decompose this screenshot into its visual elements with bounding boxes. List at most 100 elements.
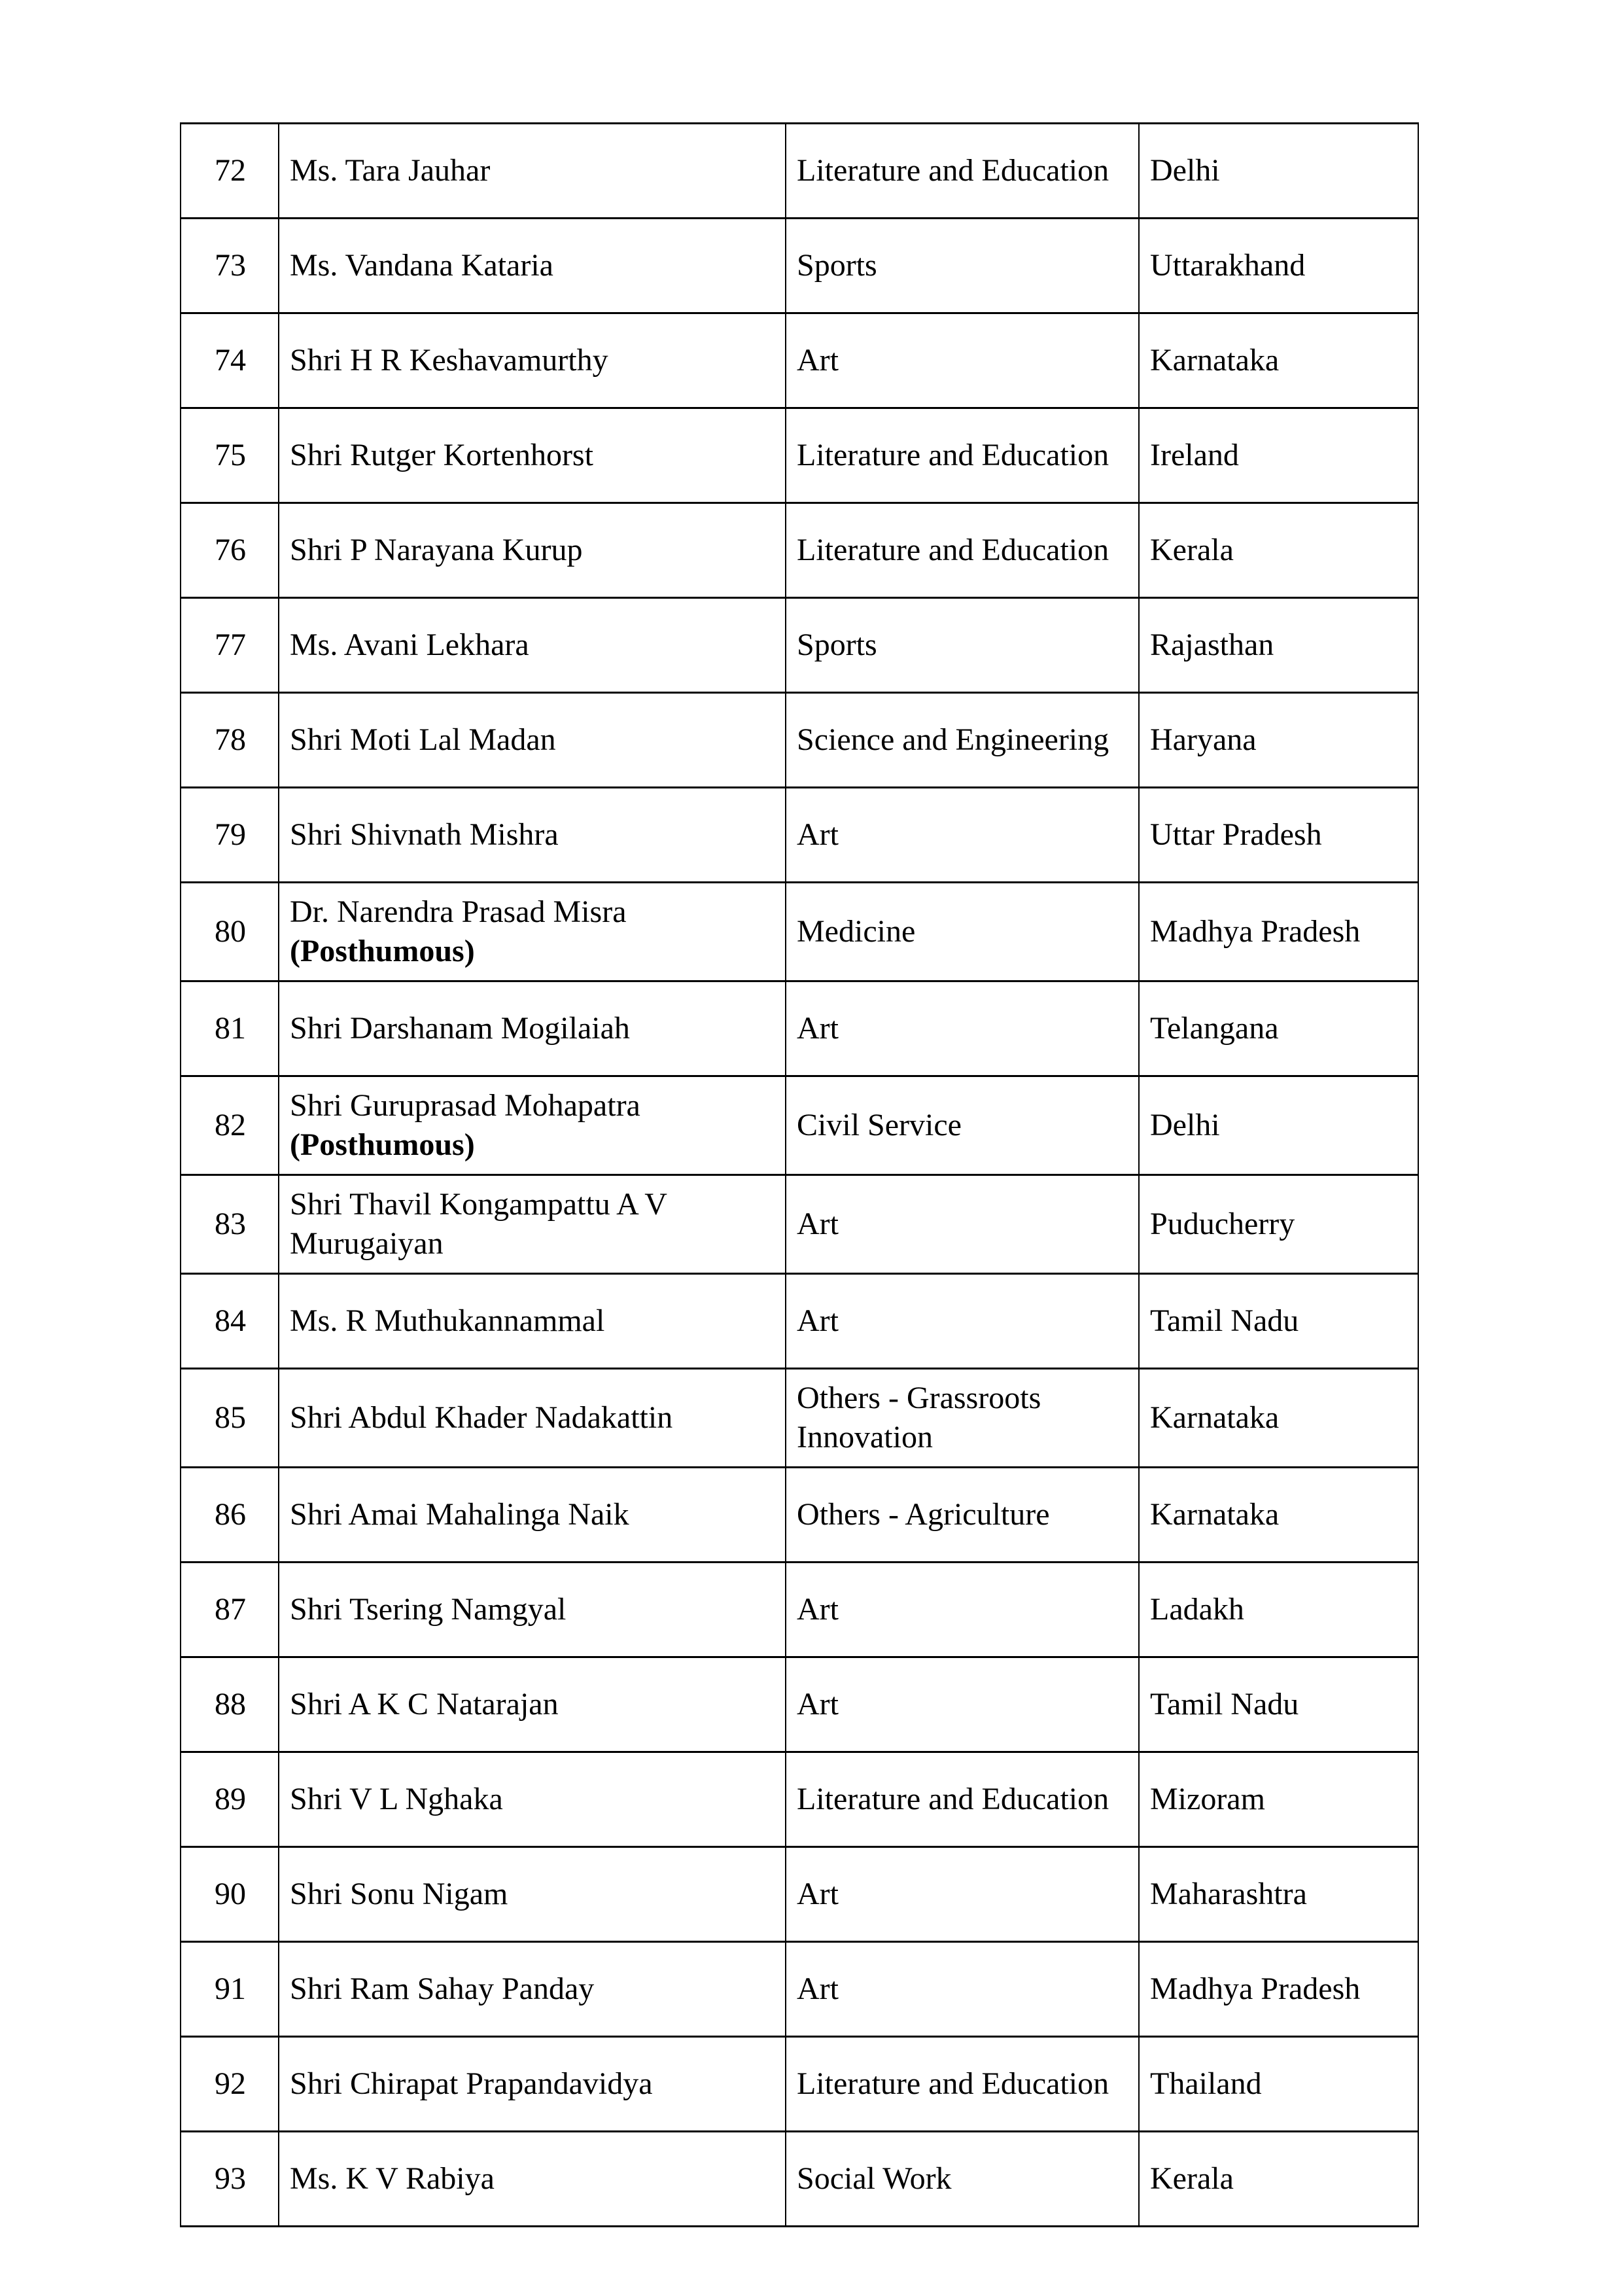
serial-number-cell: 73 (180, 217, 279, 314)
field-cell: Art (785, 1273, 1140, 1369)
table-row: 80 Dr. Narendra Prasad Misra (Posthumous) M… (180, 881, 1419, 982)
awardee-name: Ms. K V Rabiya (290, 2161, 495, 2196)
serial-number-cell: 79 (180, 786, 279, 883)
state-cell: Madhya Pradesh (1138, 881, 1419, 982)
posthumous-label: (Posthumous) (290, 934, 475, 968)
serial-number-cell: 83 (180, 1174, 279, 1275)
state-cell: Rajasthan (1138, 597, 1419, 694)
state-cell: Delhi (1138, 1075, 1419, 1176)
table-row: 85 Shri Abdul Khader Nadakattin Others - G… (180, 1368, 1419, 1468)
field-cell: Art (785, 1846, 1140, 1943)
awardee-name: Shri Amai Mahalinga Naik (290, 1497, 629, 1532)
field-cell: Art (785, 980, 1140, 1077)
table-row: 90 Shri Sonu Nigam Art Maharashtra (180, 1846, 1419, 1943)
awardee-name-cell: Shri A K C Natarajan (278, 1656, 786, 1753)
awardee-name-cell: Shri Amai Mahalinga Naik (278, 1466, 786, 1563)
awardee-name: Shri Rutger Kortenhorst (290, 438, 593, 472)
state-cell: Puducherry (1138, 1174, 1419, 1275)
awardee-name-cell: Ms. Vandana Kataria (278, 217, 786, 314)
state-cell: Haryana (1138, 692, 1419, 788)
serial-number-cell: 80 (180, 881, 279, 982)
serial-number-cell: 81 (180, 980, 279, 1077)
field-cell: Literature and Education (785, 502, 1140, 599)
state-cell: Thailand (1138, 2036, 1419, 2132)
awardee-name: Shri Sonu Nigam (290, 1877, 508, 1911)
awardee-name-cell: Ms. K V Rabiya (278, 2130, 786, 2227)
field-cell: Literature and Education (785, 1751, 1140, 1848)
awardee-name-cell: Ms. Tara Jauhar (278, 122, 786, 219)
serial-number-cell: 87 (180, 1561, 279, 1658)
awardee-name: Ms. Avani Lekhara (290, 627, 529, 662)
awardee-name: Shri P Narayana Kurup (290, 533, 583, 567)
state-cell: Karnataka (1138, 1368, 1419, 1468)
awardee-name-cell: Shri Thavil Kongampattu A V Murugaiyan (278, 1174, 786, 1275)
field-cell: Science and Engineering (785, 692, 1140, 788)
awardee-name: Shri Ram Sahay Panday (290, 1971, 595, 2006)
awardee-name-cell: Ms. Avani Lekhara (278, 597, 786, 694)
table-row: 74 Shri H R Keshavamurthy Art Karnataka (180, 312, 1419, 409)
awardee-name: Shri Abdul Khader Nadakattin (290, 1400, 673, 1435)
awardee-name: Shri Thavil Kongampattu A V Murugaiyan (290, 1187, 667, 1261)
field-cell: Literature and Education (785, 122, 1140, 219)
serial-number-cell: 86 (180, 1466, 279, 1563)
table-row: 91 Shri Ram Sahay Panday Art Madhya Pradesh (180, 1941, 1419, 2038)
serial-number-cell: 76 (180, 502, 279, 599)
awardee-name-cell: Shri Abdul Khader Nadakattin (278, 1368, 786, 1468)
field-cell: Others - Agriculture (785, 1466, 1140, 1563)
field-cell: Art (785, 1941, 1140, 2038)
serial-number-cell: 89 (180, 1751, 279, 1848)
serial-number-cell: 72 (180, 122, 279, 219)
table-row: 72 Ms. Tara Jauhar Literature and Educatio… (180, 122, 1419, 219)
field-cell: Medicine (785, 881, 1140, 982)
table-row: 83 Shri Thavil Kongampattu A V Murugaiyan… (180, 1174, 1419, 1275)
state-cell: Uttar Pradesh (1138, 786, 1419, 883)
awardee-name-cell: Shri Guruprasad Mohapatra (Posthumous) (278, 1075, 786, 1176)
awardee-name-cell: Shri Chirapat Prapandavidya (278, 2036, 786, 2132)
awardees-table: 72 Ms. Tara Jauhar Literature and Educatio… (180, 122, 1419, 2227)
table-row: 89 Shri V L Nghaka Literature and Educatio… (180, 1751, 1419, 1848)
awardee-name-cell: Shri Tsering Namgyal (278, 1561, 786, 1658)
awardee-name-cell: Ms. R Muthukannammal (278, 1273, 786, 1369)
state-cell: Tamil Nadu (1138, 1273, 1419, 1369)
table-row: 79 Shri Shivnath Mishra Art Uttar Pradesh (180, 786, 1419, 883)
state-cell: Karnataka (1138, 312, 1419, 409)
awardee-name: Shri Chirapat Prapandavidya (290, 2066, 653, 2101)
awardee-name-cell: Dr. Narendra Prasad Misra (Posthumous) (278, 881, 786, 982)
serial-number-cell: 78 (180, 692, 279, 788)
table-row: 73 Ms. Vandana Kataria Sports Uttarakhand (180, 217, 1419, 314)
state-cell: Kerala (1138, 502, 1419, 599)
awardee-name-cell: Shri V L Nghaka (278, 1751, 786, 1848)
field-cell: Art (785, 786, 1140, 883)
serial-number-cell: 88 (180, 1656, 279, 1753)
awardee-name: Shri Guruprasad Mohapatra (290, 1088, 640, 1123)
awardee-name: Ms. Vandana Kataria (290, 248, 553, 283)
serial-number-cell: 77 (180, 597, 279, 694)
table-row: 78 Shri Moti Lal Madan Science and Enginee… (180, 692, 1419, 788)
awardee-name-cell: Shri Darshanam Mogilaiah (278, 980, 786, 1077)
state-cell: Kerala (1138, 2130, 1419, 2227)
table-row: 86 Shri Amai Mahalinga Naik Others - Agric… (180, 1466, 1419, 1563)
awardees-table-body: 72 Ms. Tara Jauhar Literature and Educatio… (180, 122, 1419, 2227)
awardee-name: Ms. R Muthukannammal (290, 1303, 605, 1338)
awardee-name: Shri H R Keshavamurthy (290, 343, 608, 378)
serial-number-cell: 75 (180, 407, 279, 504)
table-row: 93 Ms. K V Rabiya Social Work Kerala (180, 2130, 1419, 2227)
awardee-name: Shri Moti Lal Madan (290, 722, 556, 757)
field-cell: Literature and Education (785, 407, 1140, 504)
table-row: 87 Shri Tsering Namgyal Art Ladakh (180, 1561, 1419, 1658)
serial-number-cell: 93 (180, 2130, 279, 2227)
serial-number-cell: 74 (180, 312, 279, 409)
state-cell: Telangana (1138, 980, 1419, 1077)
serial-number-cell: 91 (180, 1941, 279, 2038)
field-cell: Civil Service (785, 1075, 1140, 1176)
awardee-name: Shri Shivnath Mishra (290, 817, 559, 852)
field-cell: Art (785, 1656, 1140, 1753)
field-cell: Sports (785, 217, 1140, 314)
state-cell: Karnataka (1138, 1466, 1419, 1563)
posthumous-label: (Posthumous) (290, 1127, 475, 1162)
field-cell: Others - Grassroots Innovation (785, 1368, 1140, 1468)
serial-number-cell: 92 (180, 2036, 279, 2132)
field-cell: Sports (785, 597, 1140, 694)
awardee-name: Shri V L Nghaka (290, 1782, 503, 1816)
